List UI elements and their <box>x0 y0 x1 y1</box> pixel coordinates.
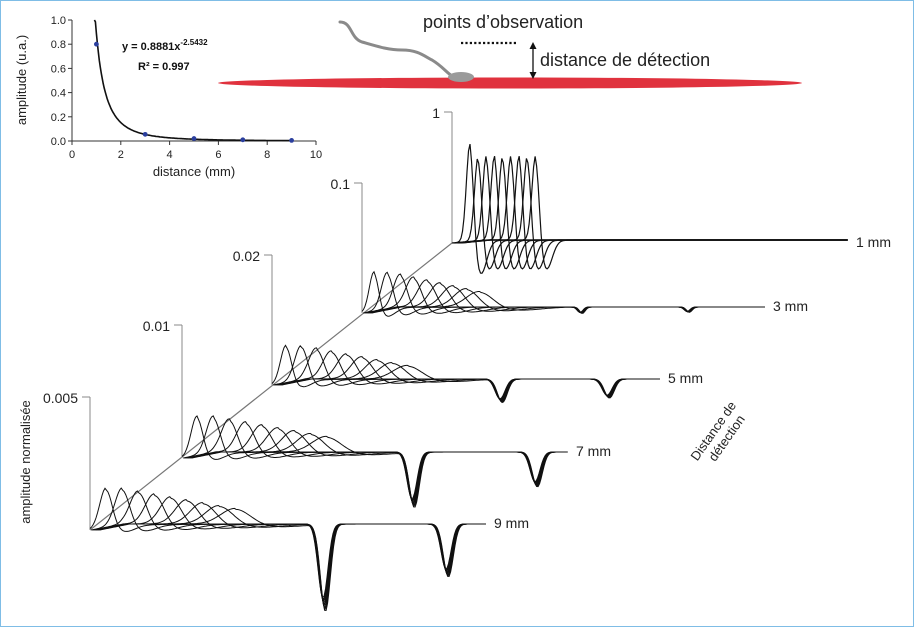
inset-data-point <box>142 131 148 137</box>
trace <box>186 424 568 504</box>
scale-label: 1 <box>432 105 440 121</box>
inset-y-tick-label: 0.2 <box>51 112 66 124</box>
trace <box>191 435 567 508</box>
inset-x-tick-label: 4 <box>167 149 173 161</box>
trace <box>181 415 568 500</box>
trace <box>185 421 567 502</box>
inset-data-point <box>191 136 197 141</box>
trace <box>187 427 568 505</box>
series-label: 5 mm <box>668 370 703 386</box>
trace <box>91 487 486 601</box>
inset-y-ticks: 0.0 0.2 0.4 0.6 0.8 1.0 <box>51 15 72 148</box>
trace <box>363 271 764 316</box>
inset-x-tick-label: 0 <box>69 149 75 161</box>
depth-label: Distance de détection <box>687 396 753 472</box>
trace <box>271 344 659 400</box>
inset-x-tick-label: 6 <box>215 149 221 161</box>
trace <box>281 364 660 404</box>
schematic: points d’observation distance de détecti… <box>218 12 802 89</box>
normalized-amplitude-label: amplitude normalisée <box>18 400 33 524</box>
fit-equation-exponent: -2.5432 <box>180 38 208 47</box>
trace <box>98 504 486 611</box>
trace <box>189 429 568 506</box>
inset-y-tick-label: 0.8 <box>51 39 66 51</box>
fit-r2: R² = 0.997 <box>138 61 190 73</box>
trace <box>280 361 660 403</box>
trace <box>190 433 567 508</box>
series-label: 7 mm <box>576 443 611 459</box>
cell-body <box>448 72 474 82</box>
distance-label: distance de détection <box>540 50 710 70</box>
depth-axis <box>89 242 453 531</box>
scale-label: 0.005 <box>43 390 78 406</box>
trace-group-2: 0.1 3 mm <box>331 176 808 317</box>
scale-label: 0.02 <box>233 248 260 264</box>
arrow-head-up <box>529 42 537 49</box>
trace <box>94 496 485 606</box>
trace <box>275 350 660 401</box>
scale-label: 0.01 <box>143 318 170 334</box>
trace <box>369 285 764 314</box>
trace <box>92 490 486 603</box>
inset-x-tick-label: 2 <box>118 149 124 161</box>
inset-data-point <box>289 137 294 143</box>
cell-neurite <box>338 20 454 78</box>
series-label: 9 mm <box>494 515 529 531</box>
inset-data-point <box>240 137 246 143</box>
inset-x-tick-label: 10 <box>310 149 322 161</box>
inset-y-tick-label: 0.0 <box>51 136 66 148</box>
inset-x-label: distance (mm) <box>153 164 235 179</box>
inset-plot: 0.0 0.2 0.4 0.6 0.8 1.0 0 2 4 6 8 10 distance (mm)… <box>14 15 322 179</box>
trace <box>461 156 848 270</box>
arrow-head-down <box>529 72 537 79</box>
trace <box>184 418 567 502</box>
trace-group-4: 0.01 7 mm <box>143 318 611 508</box>
trace <box>97 501 486 609</box>
fiber-shape <box>218 77 802 89</box>
trace <box>89 487 486 599</box>
trace <box>371 291 765 314</box>
inset-x-tick-label: 8 <box>264 149 270 161</box>
trace <box>99 507 486 612</box>
inset-y-tick-label: 1.0 <box>51 15 66 27</box>
fit-equation: y = 0.8881x-2.5432 <box>122 38 208 53</box>
inset-y-label: amplitude (u.a.) <box>14 35 29 125</box>
inset-y-tick-label: 0.4 <box>51 88 66 100</box>
series-label: 3 mm <box>773 298 808 314</box>
series-label: 1 mm <box>856 234 891 250</box>
trace-group-5: 0.005 9 mm <box>43 390 529 612</box>
trace <box>367 282 764 314</box>
fit-equation-base: y = 0.8881x <box>122 41 181 53</box>
trace <box>183 415 568 501</box>
trace-group-1: 1 1 mm <box>432 105 891 274</box>
inset-x-ticks: 0 2 4 6 8 10 <box>69 141 322 161</box>
scale-label: 0.1 <box>331 176 351 192</box>
inset-y-tick-label: 0.6 <box>51 63 66 75</box>
inset-points <box>94 41 294 143</box>
trace-group-3: 0.02 5 mm <box>233 248 703 404</box>
inset-data-point <box>94 41 99 47</box>
observation-label: points d’observation <box>423 12 583 32</box>
trace <box>274 347 660 401</box>
trace <box>276 353 660 401</box>
trace <box>93 493 486 603</box>
